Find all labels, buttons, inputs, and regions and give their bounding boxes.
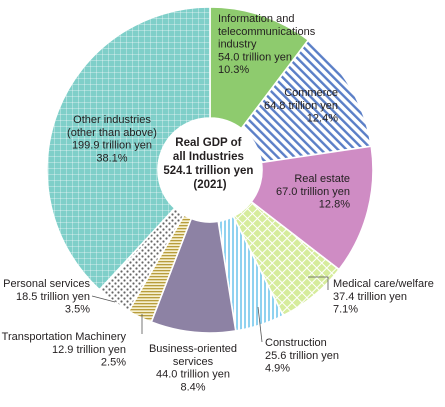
slice-label-line: 12.8% — [319, 199, 350, 211]
slice-label-line: Transportation Machinery — [2, 331, 127, 343]
center-label: Real GDP of all Industries 524.1 trillio… — [163, 137, 256, 191]
leader-line-construction — [257, 306, 263, 343]
leader-line-personal-services — [91, 295, 116, 303]
slice-label-line: Personal services — [3, 278, 90, 290]
slice-label-real-estate: Real estate 67.0 trillion yen 12.8% — [276, 173, 350, 211]
center-label-line: all Industries — [173, 151, 244, 163]
slice-label-line: industry — [218, 39, 257, 51]
slice-label-line: 54.0 trillion yen — [218, 51, 292, 63]
slice-label-business-oriented-services: Business-oriented services 44.0 trillion y… — [149, 343, 237, 393]
slice-label-line: Real estate — [294, 173, 350, 185]
slice-label-information-and-telecommunications-industry: Information and telecommunications industr… — [218, 13, 316, 76]
slice-label-line: 10.3% — [218, 64, 249, 76]
center-label-line: 524.1 trillion yen — [163, 165, 253, 177]
slice-label-line: 8.4% — [180, 381, 205, 393]
slice-label-medical-care-welfare: Medical care/welfare 37.4 trillion yen 7.1… — [333, 278, 434, 316]
slice-label-line: Construction — [265, 337, 327, 349]
slice-label-line: 64.8 trillion yen — [264, 100, 338, 112]
slice-labels: Information and telecommunications industr… — [2, 13, 434, 393]
leader-lines — [91, 276, 329, 343]
slice-label-line: Information and — [218, 13, 294, 25]
slice-label-line: 7.1% — [333, 304, 358, 316]
slice-label-line: telecommunications — [218, 26, 316, 38]
slice-label-line: 67.0 trillion yen — [276, 186, 350, 198]
slice-label-line: Other industries — [73, 114, 151, 126]
slice-label-line: Medical care/welfare — [333, 278, 434, 290]
slice-label-line: 25.6 trillion yen — [265, 350, 339, 362]
leader-line-medical-care-welfare — [308, 276, 329, 290]
slice-label-line: 12.4% — [307, 113, 338, 125]
slice-label-line: Commerce — [284, 87, 338, 99]
slice-label-construction: Construction 25.6 trillion yen 4.9% — [265, 337, 339, 375]
slice-label-line: Business-oriented — [149, 343, 237, 355]
slice-label-line: 3.5% — [65, 304, 90, 316]
slice-label-commerce: Commerce 64.8 trillion yen 12.4% — [264, 87, 338, 125]
slice-label-line: 199.9 trillion yen — [72, 140, 152, 152]
slice-label-personal-services: Personal services 18.5 trillion yen 3.5% — [3, 278, 90, 316]
slice-label-line: 44.0 trillion yen — [156, 369, 230, 381]
slice-label-line: 38.1% — [96, 152, 127, 164]
slice-label-other-industries-other-than-above: Other industries (other than above) 199.9 … — [67, 114, 157, 164]
pie-slices — [46, 6, 374, 334]
slice-label-line: 18.5 trillion yen — [16, 291, 90, 303]
center-hole — [158, 118, 262, 222]
slice-label-line: (other than above) — [67, 127, 157, 139]
center-label-line: Real GDP of — [175, 137, 241, 149]
slice-label-line: 4.9% — [265, 363, 290, 375]
slice-label-transportation-machinery: Transportation Machinery 12.9 trillion ye… — [2, 331, 127, 369]
slice-label-line: services — [173, 356, 214, 368]
slice-label-line: 2.5% — [101, 357, 126, 369]
slice-label-line: 37.4 trillion yen — [333, 291, 407, 303]
slice-label-line: 12.9 trillion yen — [52, 344, 126, 356]
center-label-line: (2021) — [193, 179, 226, 191]
